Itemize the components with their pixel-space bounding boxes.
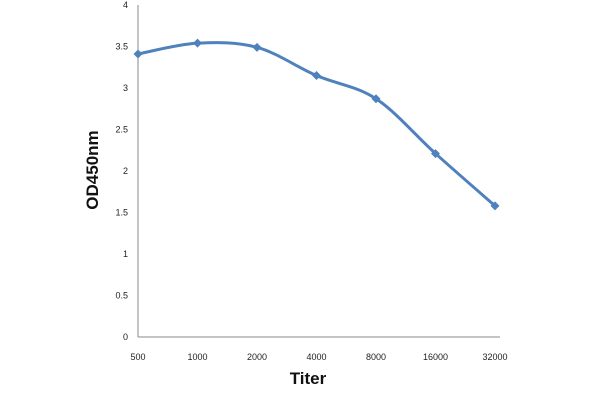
- series-line: [137, 41, 496, 207]
- y-tick-labels: 0 0.5 1 1.5 2 2.5 3 3.5 4: [115, 0, 128, 342]
- x-tick-labels: 500 1000 2000 4000 8000 16000 32000: [130, 352, 507, 362]
- y-tick-label: 0: [123, 332, 128, 342]
- data-point-marker: [431, 149, 440, 159]
- data-point-marker: [312, 71, 321, 81]
- data-point-marker: [490, 201, 500, 211]
- x-tick-label: 500: [130, 352, 145, 362]
- x-tick-label: 4000: [306, 352, 326, 362]
- x-tick-label: 32000: [482, 352, 507, 362]
- data-point-marker: [371, 94, 381, 104]
- x-tick-label: 8000: [366, 352, 386, 362]
- data-point-marker: [193, 38, 202, 48]
- x-tick-label: 16000: [423, 352, 448, 362]
- y-tick-label: 1: [123, 249, 128, 259]
- x-axis-title: Titer: [290, 369, 327, 388]
- data-point-marker: [252, 42, 262, 52]
- data-markers: [133, 38, 500, 211]
- y-tick-label: 2.5: [115, 125, 128, 135]
- y-tick-label: 1.5: [115, 208, 128, 218]
- y-tick-label: 3: [123, 83, 128, 93]
- y-tick-label: 2: [123, 166, 128, 176]
- x-tick-label: 1000: [187, 352, 207, 362]
- data-point-marker: [133, 49, 143, 59]
- y-axis-title: OD450nm: [83, 130, 102, 209]
- y-tick-label: 0.5: [115, 291, 128, 301]
- x-tick-label: 2000: [247, 352, 267, 362]
- y-tick-label: 3.5: [115, 42, 128, 52]
- y-tick-label: 4: [123, 0, 128, 10]
